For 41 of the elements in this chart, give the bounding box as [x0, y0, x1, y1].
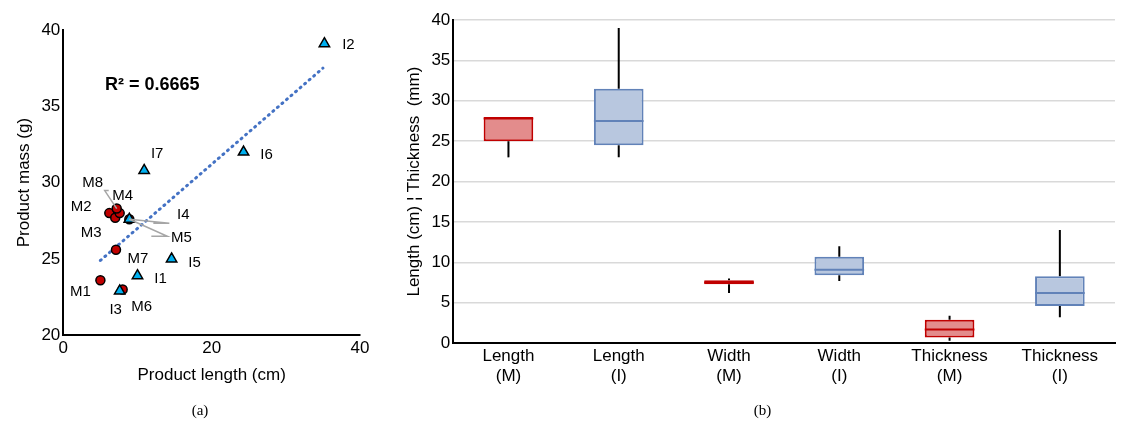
annotation: R² = 0.6665	[105, 73, 200, 94]
annotation: M4	[112, 186, 134, 204]
text: (a)	[190, 402, 210, 419]
x-tick-label: Thickness (M)	[911, 346, 988, 386]
annotation: I7	[150, 143, 164, 161]
annotation: I6	[260, 145, 273, 163]
annotation: M3	[80, 222, 102, 240]
x-tick-label: 20	[202, 338, 222, 358]
x-tick-label: Length (M)	[482, 346, 535, 386]
y-tick-label: 25	[431, 130, 451, 150]
y-tick-label: 40	[431, 9, 451, 29]
y-tick-label: 35	[431, 50, 451, 70]
x-axis-title: Product length (cm)	[137, 365, 286, 385]
annotation: I2	[342, 34, 355, 52]
annotation: M6	[131, 296, 153, 314]
y-tick-label: 10	[431, 252, 451, 272]
y-axis-title: Length (cm) ¦ Thickness (mm)	[403, 66, 423, 297]
annotation: I1	[154, 268, 167, 286]
x-tick-label: Length (I)	[592, 346, 645, 386]
annotation: M1	[69, 282, 91, 300]
y-tick-label: 30	[431, 90, 451, 110]
annotation: M5	[170, 228, 192, 246]
annotation: M8	[82, 172, 104, 190]
x-tick-label: Width (I)	[817, 346, 862, 386]
annotation: M7	[127, 248, 149, 266]
y-tick-label: 40	[41, 19, 61, 39]
annotation: I5	[188, 253, 201, 271]
text: (b)	[752, 402, 773, 419]
annotation: I3	[109, 300, 122, 318]
x-tick-label: 40	[350, 338, 370, 358]
y-tick-label: 25	[41, 248, 61, 268]
y-tick-label: 35	[41, 95, 61, 115]
annotation: I4	[177, 205, 190, 223]
y-tick-label: 30	[41, 172, 61, 192]
y-tick-label: 15	[431, 211, 451, 231]
annotation: M2	[70, 197, 92, 215]
y-tick-label: 5	[440, 292, 451, 312]
y-tick-label: 20	[431, 171, 451, 191]
y-axis-title: Product mass (g)	[13, 117, 33, 248]
x-tick-label: Thickness (I)	[1021, 346, 1099, 386]
x-tick-label: Width (M)	[707, 346, 751, 386]
